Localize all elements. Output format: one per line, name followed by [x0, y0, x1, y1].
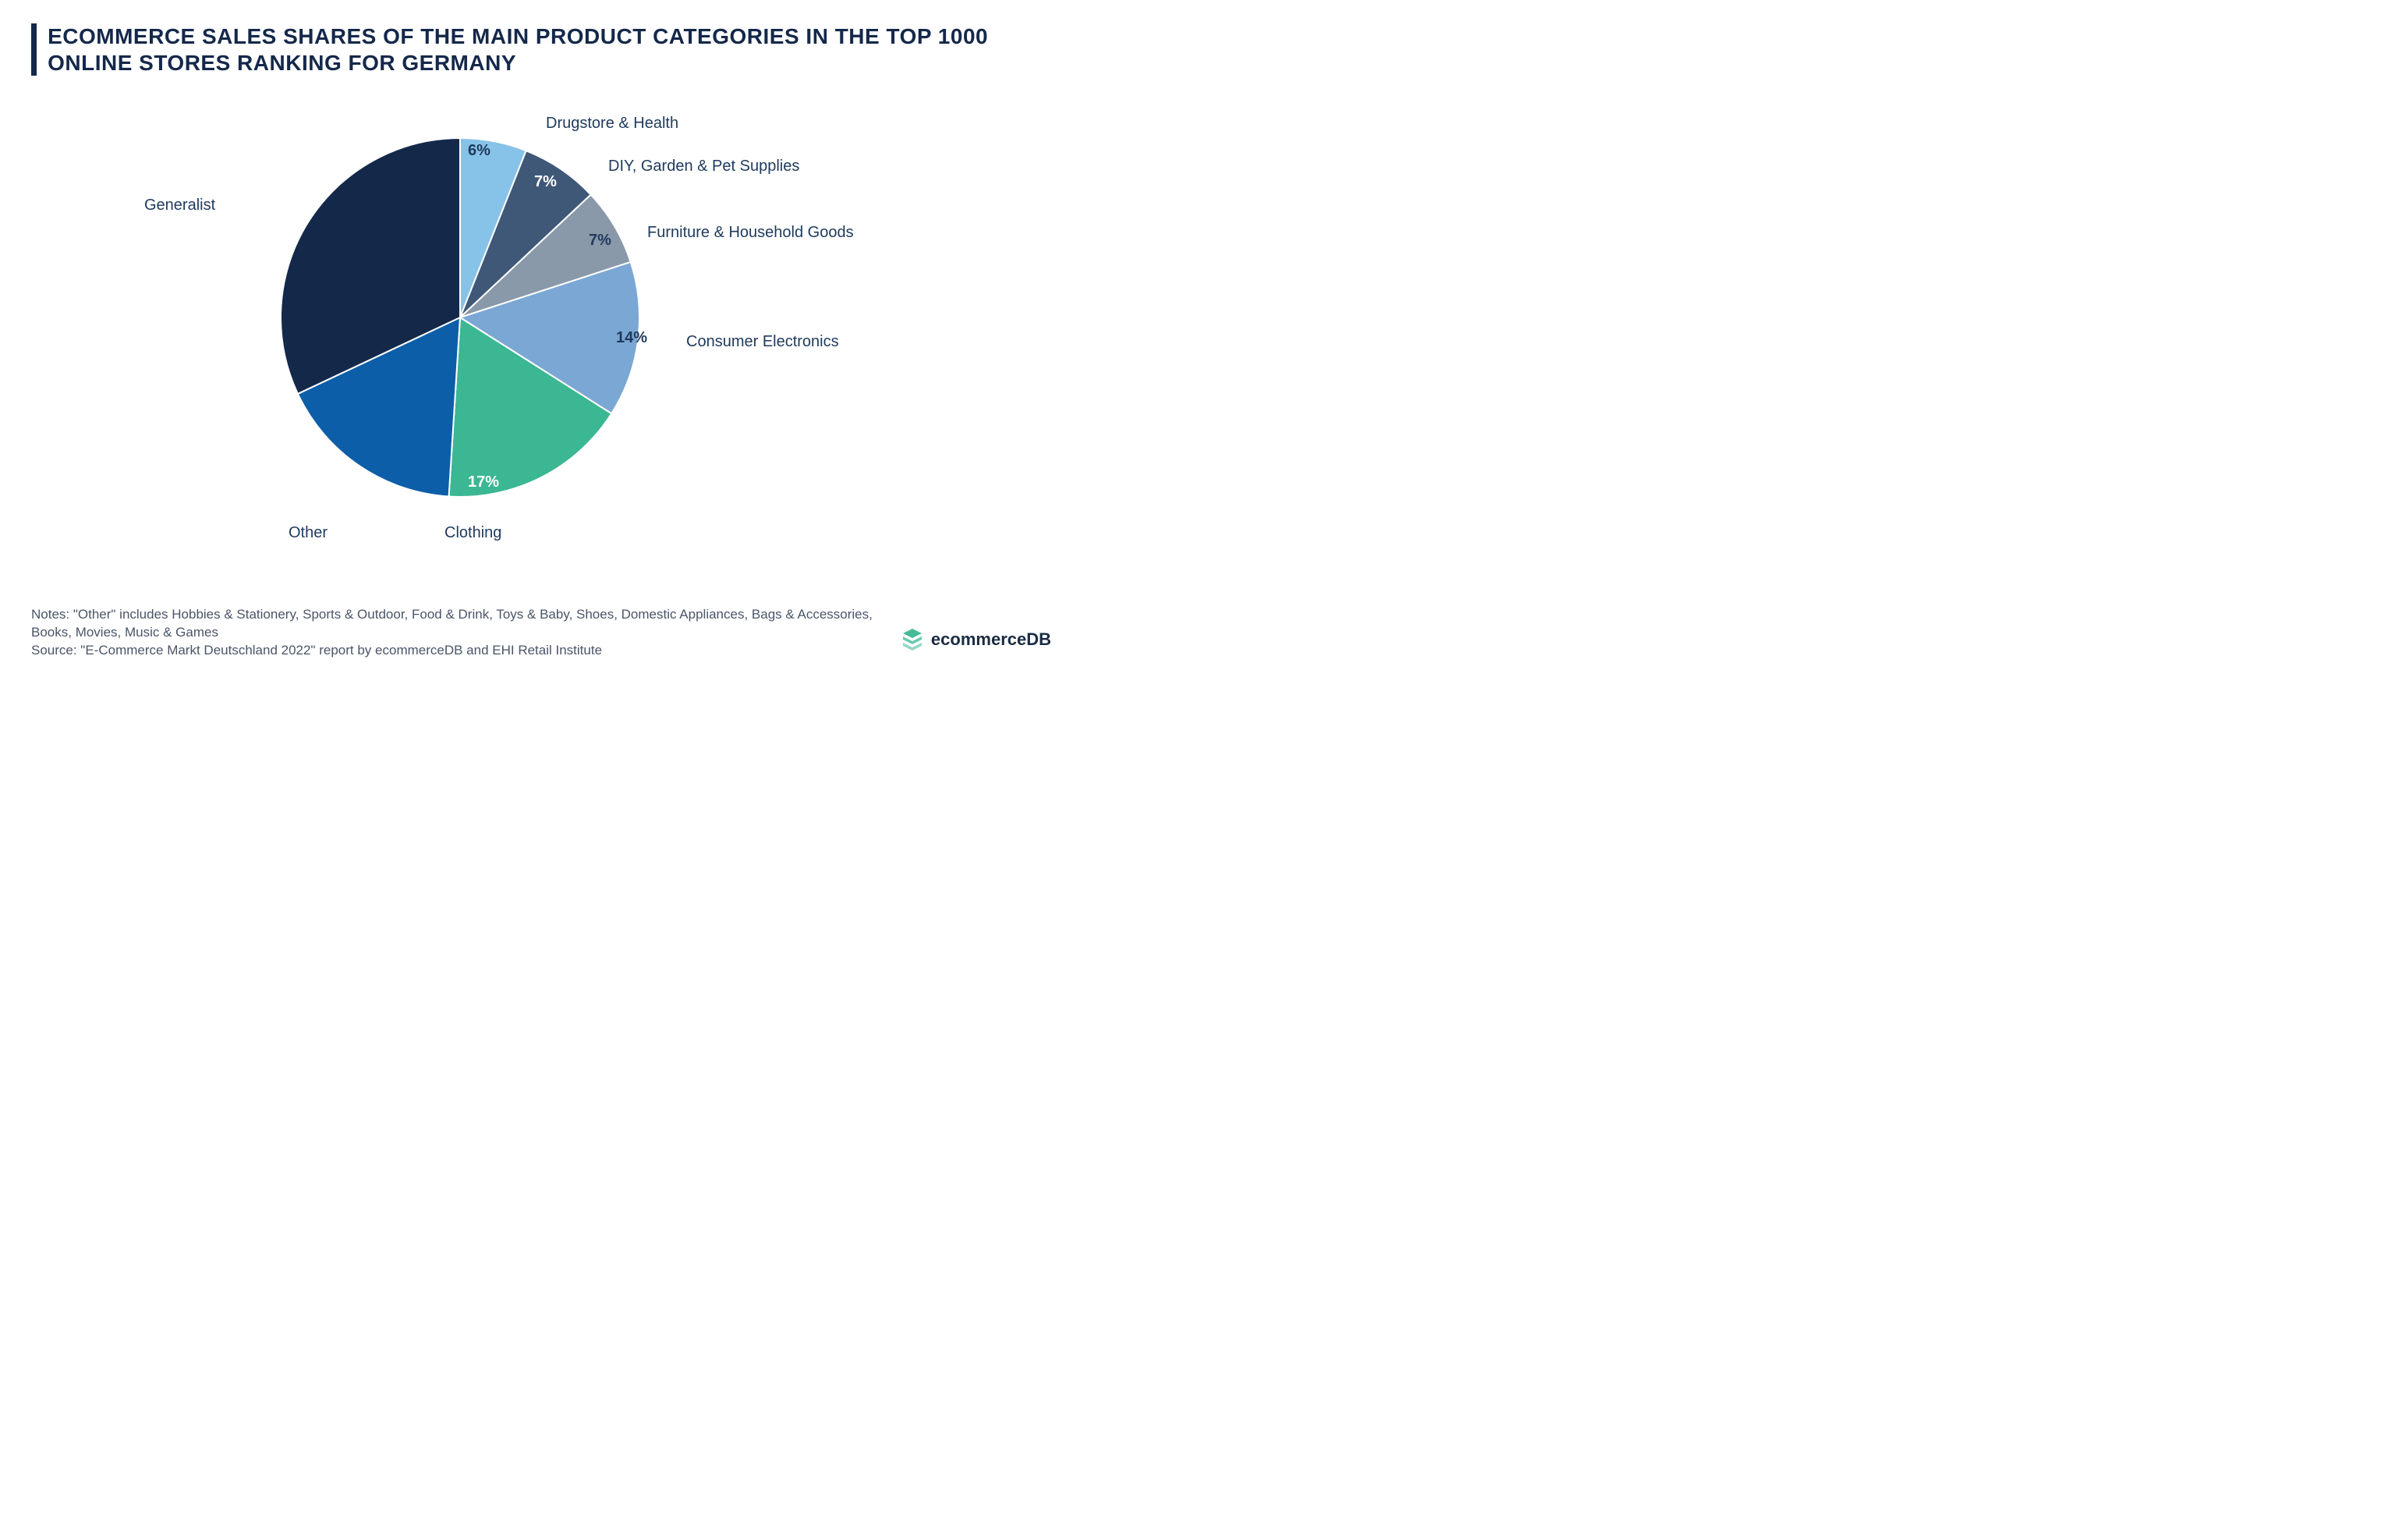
slice-label: Generalist — [144, 197, 215, 214]
chart-title: ECOMMERCE SALES SHARES OF THE MAIN PRODU… — [48, 23, 1051, 76]
notes-text: Notes: "Other" includes Hobbies & Statio… — [31, 606, 880, 642]
slice-percent: 17% — [331, 473, 363, 491]
slice-percent: 14% — [616, 329, 647, 347]
slice-label: Consumer Electronics — [686, 333, 839, 351]
slice-percent: 7% — [534, 173, 557, 191]
source-text: Source: "E-Commerce Markt Deutschland 20… — [31, 642, 880, 660]
logo-text: ecommerceDB — [931, 629, 1051, 650]
slice-percent: 6% — [468, 142, 490, 160]
logo-icon — [900, 627, 925, 652]
slice-label: Other — [289, 524, 328, 542]
slice-percent: 7% — [589, 232, 611, 250]
slice-label: DIY, Garden & Pet Supplies — [608, 158, 799, 176]
footer-notes: Notes: "Other" includes Hobbies & Statio… — [31, 606, 880, 660]
pie-chart — [281, 138, 639, 497]
slice-label: Clothing — [444, 524, 501, 542]
title-container: ECOMMERCE SALES SHARES OF THE MAIN PRODU… — [31, 23, 1051, 76]
slice-label: Drugstore & Health — [546, 115, 678, 133]
slice-label: Furniture & Household Goods — [647, 224, 854, 242]
title-accent-bar — [31, 23, 37, 76]
chart-area: Drugstore & Health 6% DIY, Garden & Pet Su… — [31, 91, 1051, 559]
slice-percent: 32% — [199, 224, 230, 242]
slice-percent: 17% — [468, 473, 499, 491]
brand-logo: ecommerceDB — [900, 627, 1051, 652]
